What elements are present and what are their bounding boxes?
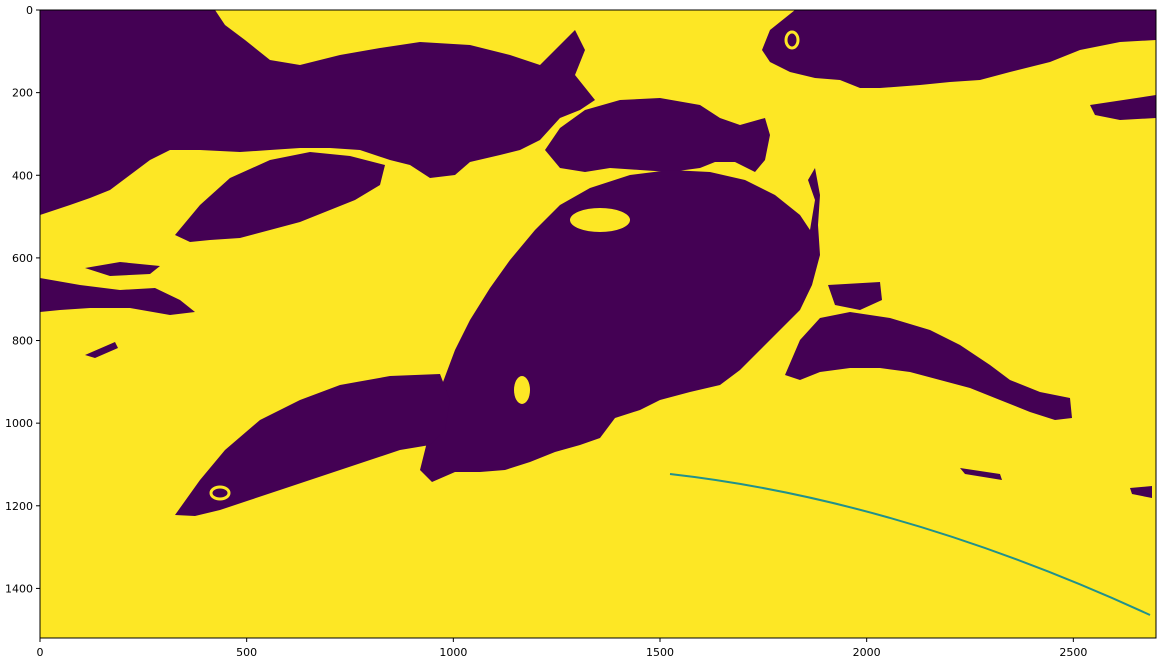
y-tick-label: 800 <box>12 335 33 348</box>
y-tick-label: 400 <box>12 169 33 182</box>
mask-region-middle-fish <box>545 98 770 172</box>
mask-region-right-fish <box>785 312 1072 420</box>
plot-area <box>40 10 1156 638</box>
x-tick-label: 500 <box>236 646 257 659</box>
y-tick-label: 200 <box>12 87 33 100</box>
mask-region-streak-3 <box>960 468 1002 480</box>
mask-region-top-left <box>40 10 595 215</box>
mask-edge-curve <box>669 473 1151 616</box>
y-tick-label: 1200 <box>5 500 33 513</box>
x-tick-label: 2000 <box>853 646 881 659</box>
mask-region-streak-1 <box>85 262 160 276</box>
axes-frame <box>39 9 1157 639</box>
mask-eye-top-right <box>784 30 800 50</box>
y-axis: 0 200 400 600 800 1000 1200 1400 <box>5 4 40 595</box>
mask-region-left-band <box>40 278 195 315</box>
x-tick-label: 1500 <box>646 646 674 659</box>
mask-region-fin <box>828 282 882 310</box>
y-tick-label: 0 <box>26 4 33 17</box>
mask-hole-2 <box>570 208 630 232</box>
mask-region-bottom-left-fish <box>175 374 450 516</box>
y-tick-label: 1400 <box>5 582 33 595</box>
mask-hole-1 <box>514 376 530 404</box>
x-tick-label: 0 <box>37 646 44 659</box>
x-tick-label: 1000 <box>439 646 467 659</box>
y-tick-label: 1000 <box>5 417 33 430</box>
x-tick-label: 2500 <box>1059 646 1087 659</box>
mask-region-top-right <box>762 10 1156 88</box>
y-tick-label: 600 <box>12 252 33 265</box>
mask-region-streak-2 <box>85 342 118 358</box>
mask-eye-bottom-left <box>209 485 231 501</box>
mask-region-streak-4 <box>1130 486 1152 498</box>
mask-region-left-fish <box>175 152 385 242</box>
mask-region-right-strip <box>1090 95 1156 120</box>
x-axis: 0 500 1000 1500 2000 2500 <box>37 638 1087 659</box>
